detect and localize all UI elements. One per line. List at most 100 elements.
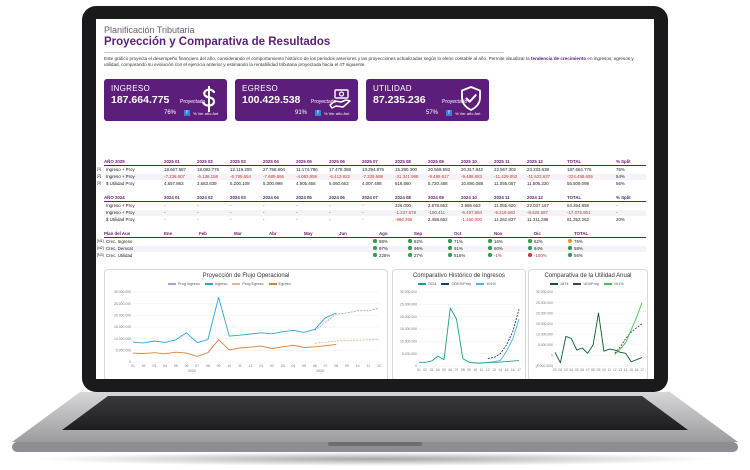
x-tick-label: 06 (185, 364, 189, 368)
row-label: $ Utilidad Proy (106, 217, 135, 222)
column-header: Abr (269, 231, 277, 236)
laptop-base (12, 392, 738, 452)
table-cell: -7.339.588 (362, 174, 383, 179)
table-cell: -6.799.654 (230, 174, 251, 179)
table-cell: -224.458.655 (567, 174, 593, 179)
legend-swatch (168, 283, 176, 285)
column-header: 2024 12 (527, 195, 543, 200)
legend-label: ODES/Proy (451, 282, 472, 286)
table-cell: -9.486.617 (428, 174, 449, 179)
column-header: 2024 01 (164, 195, 180, 200)
table-cell: -1% (494, 253, 502, 258)
series-line (132, 339, 337, 357)
table-cell: 3.663.639 (197, 181, 217, 186)
kpi-percent: 57% (426, 110, 439, 116)
x-tick-label: 09 (345, 364, 349, 368)
chart-title: Comparativa de la Utilidad Anual (544, 273, 632, 279)
x-tick-label: 01 (131, 364, 135, 368)
table-cell: 22.567.302 (494, 167, 516, 172)
column-header: Feb (199, 231, 207, 236)
x-tick-label: 05 (174, 364, 178, 368)
kpi-value: 87.235.236 (373, 94, 426, 106)
table-cell: -17.076.951 (567, 210, 591, 215)
y-tick-label: 0 (551, 354, 553, 358)
y-tick-label: 5.000.000 (538, 343, 553, 347)
table-row: [N2] Crec. Demcat 97% 96% 91% 60% 94% 58% (97, 246, 646, 252)
table-cell: 516% (454, 253, 466, 258)
kpi-label: EGRESO (242, 84, 279, 93)
table-cell: 62% (534, 239, 543, 244)
table-cell: -7.689.666 (263, 174, 284, 179)
legend-item: 101% (599, 282, 624, 286)
series-line (314, 338, 380, 344)
table-row: [2] Ingreso + Proy -7.236.607 -6.136.158 -6.… (97, 174, 646, 180)
chart-legend: Prog Ingreso Ingreso Prog Egreso Egreso (163, 282, 291, 286)
status-dot (568, 253, 572, 257)
table-cell: 16% (494, 239, 503, 244)
x-tick-label: 01 (259, 364, 263, 368)
table-cell: -6.413.822 (329, 174, 350, 179)
x-tick-label: 08 (461, 368, 465, 372)
table-cell: 60% (494, 246, 503, 251)
table-cell: -31.341.998 (395, 174, 419, 179)
table-cell: 4.007.488 (362, 181, 382, 186)
x-tick-label: 03 (430, 368, 434, 372)
table-cell: - (362, 217, 364, 222)
table-cell: 23.233.638 (527, 167, 549, 172)
table-cell: 2.578.663 (428, 203, 448, 208)
y-tick-label: (5.000.000) (536, 364, 553, 368)
x-tick-label: 04 (163, 364, 167, 368)
x-tick-label: 14 (624, 368, 628, 372)
column-header: TOTAL (574, 231, 589, 236)
legend-swatch (232, 283, 241, 285)
x-tick-label: 06 (580, 368, 584, 372)
status-dot (408, 246, 412, 250)
table-cell: 22.037.167 (527, 203, 549, 208)
x-tick-label: 12 (249, 364, 253, 368)
table-cell: -9.488.883 (461, 174, 482, 179)
column-header: 2025 05 (296, 159, 312, 164)
column-header: Ene (164, 231, 173, 236)
x-tick-label: 16 (511, 368, 515, 372)
x-tick-label: 11 (367, 364, 371, 368)
x-tick-label: 17 (640, 368, 644, 372)
x-tick-label: 13 (492, 368, 496, 372)
column-header: 2025 04 (263, 159, 279, 164)
table-cell: 54% (616, 174, 625, 179)
x-tick-label: 13 (618, 368, 622, 372)
x-tick-label: 10 (602, 368, 606, 372)
status-dot (448, 239, 452, 243)
table-cell: - (296, 210, 298, 215)
kpi-card-utilidad[interactable]: UTILIDAD 87.235.236 Proyectado 57% f % V… (366, 79, 489, 121)
x-tick-label: 17 (517, 368, 521, 372)
kpi-label: UTILIDAD (373, 84, 412, 93)
column-header: TOTAL (567, 195, 582, 200)
column-header: 2024 02 (197, 195, 213, 200)
x-tick-label: 14 (498, 368, 502, 372)
table-cell: -9.219.660 (494, 210, 515, 215)
table-header: Plan del Aus Ene Feb Mar Abr May Jun Ago Sep Oct N… (104, 231, 646, 238)
legend-label: 101% (613, 282, 624, 286)
table-cell: -6.136.158 (197, 174, 218, 179)
x-tick-label: 15 (505, 368, 509, 372)
row-code: [N3] (97, 253, 104, 257)
table-cell: 20.568.593 (428, 167, 450, 172)
chart-card-flujo: Proyección de Flujo Operacional Prog Ing… (104, 269, 388, 379)
x-tick-label: 03 (564, 368, 568, 372)
series-line (614, 323, 643, 354)
series-line (314, 307, 380, 331)
column-header: Jun (339, 231, 347, 236)
x-tick-label: 12 (377, 364, 381, 368)
status-dot (488, 253, 492, 257)
chart-card-utilidad: Comparativa de la Utilidad Anual 1874 UDI… (528, 269, 648, 379)
kpi-card-ingreso[interactable]: INGRESO 187.664.775 Proyectado 76% f % V… (104, 79, 227, 121)
row-label: Crec. Ingreso (106, 239, 133, 244)
table-row: Ingreso + Proy - - - - - - - 326.000 2.578.663 2.9… (104, 203, 646, 209)
column-header: Nov (494, 231, 503, 236)
kpi-card-egreso[interactable]: EGRESO 100.429.538 Proyectado 91% f % Ve… (235, 79, 358, 121)
page-title: Proyección y Comparativa de Resultados (104, 36, 331, 48)
x-tick-label: 10 (227, 364, 231, 368)
table-cell: - (164, 203, 166, 208)
x-tick-label: 12 (613, 368, 617, 372)
x-tick-label: 05 (575, 368, 579, 372)
